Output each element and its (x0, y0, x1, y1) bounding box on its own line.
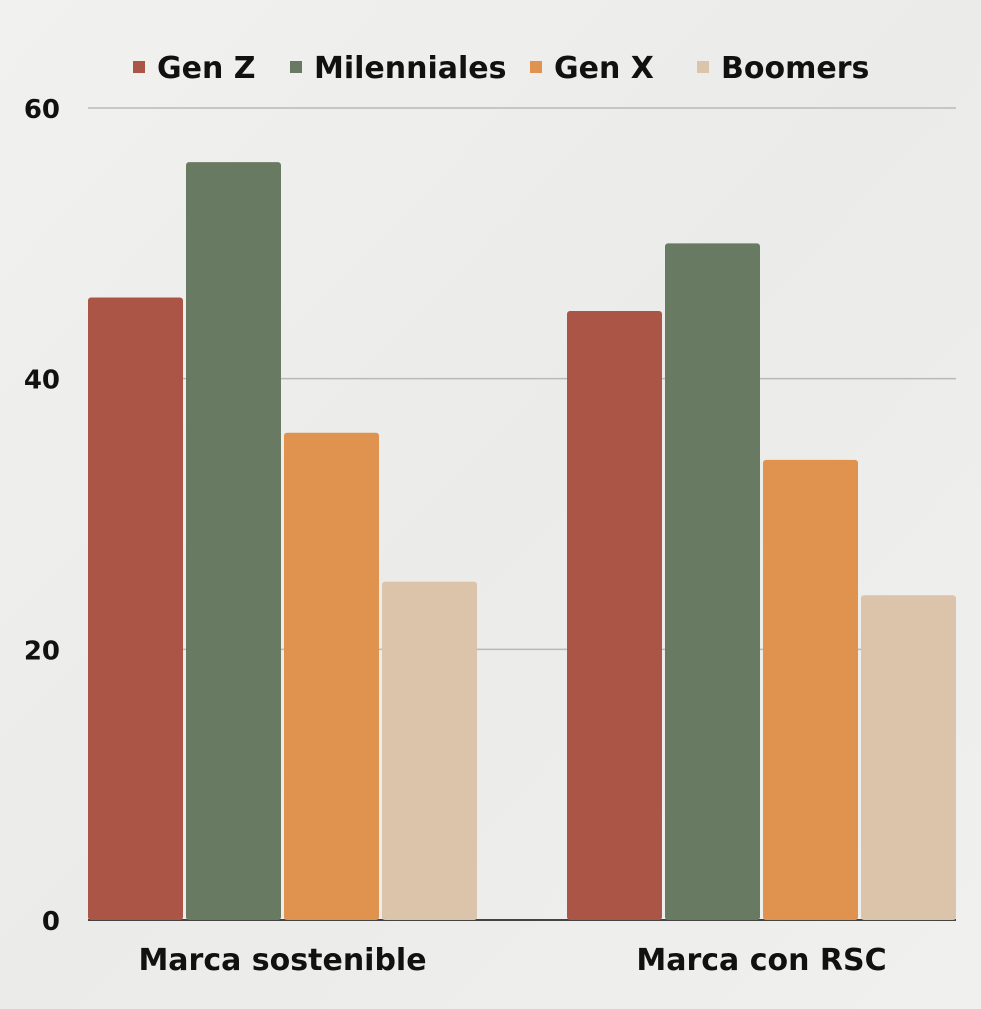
bar-gen-z-0 (88, 297, 183, 920)
bar-boomers-0 (382, 581, 477, 920)
y-tick-label: 60 (24, 95, 60, 125)
x-axis: Marca sostenible Marca con RSC (138, 943, 886, 978)
legend-swatch (133, 61, 145, 73)
category-label: Marca con RSC (636, 943, 886, 978)
bar-gen-x-1 (763, 459, 858, 920)
y-tick-label: 0 (42, 907, 60, 937)
bar-gen-x-0 (284, 432, 379, 920)
bars (88, 162, 956, 921)
legend-label: Gen X (554, 51, 654, 86)
legend-label: Gen Z (157, 51, 256, 86)
legend-label: Milenniales (314, 51, 507, 86)
bar-gen-z-1 (567, 311, 662, 920)
legend-swatch (530, 61, 542, 73)
bar-milenniales-1 (665, 243, 760, 921)
legend: Gen Z Milenniales Gen X Boomers (133, 51, 869, 86)
bar-milenniales-0 (186, 162, 281, 921)
category-label: Marca sostenible (138, 943, 426, 978)
y-tick-label: 40 (24, 366, 60, 396)
legend-swatch (697, 61, 709, 73)
legend-label: Boomers (721, 51, 869, 86)
legend-swatch (290, 61, 302, 73)
bar-boomers-1 (861, 595, 956, 920)
y-tick-label: 20 (24, 636, 60, 666)
